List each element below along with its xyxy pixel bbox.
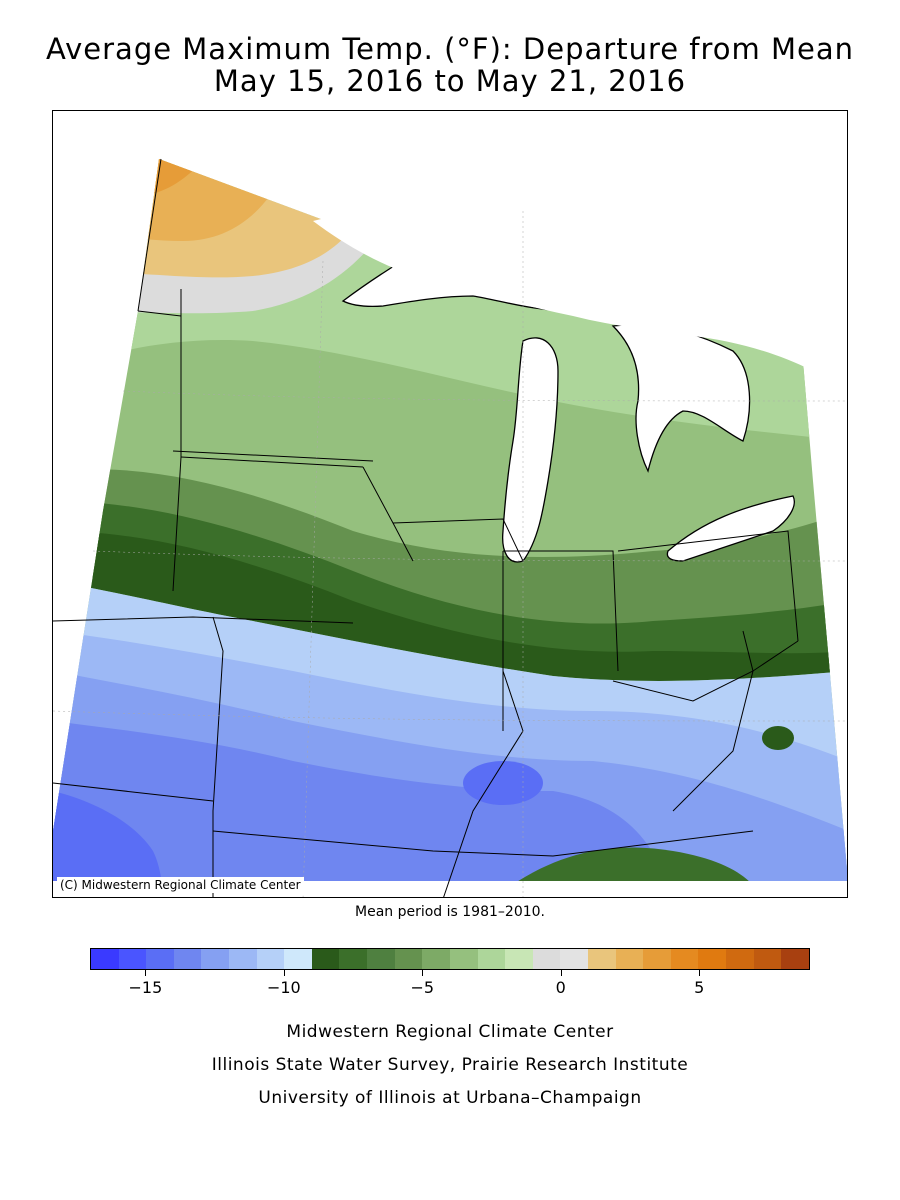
color-scale-tick-label: −15 (128, 978, 163, 997)
color-scale-bar (90, 948, 810, 970)
color-scale-tick-label: −10 (266, 978, 301, 997)
departure-map (53, 158, 847, 897)
color-scale-swatch (201, 949, 230, 969)
color-scale-swatch (146, 949, 174, 969)
map-copyright: (C) Midwestern Regional Climate Center (57, 877, 304, 893)
color-scale-swatch (311, 949, 340, 969)
graticule (53, 211, 847, 897)
color-scale-swatch (643, 949, 671, 969)
color-scale-labels: −15 −10 −5 0 5 (0, 978, 900, 998)
mean-period-note: Mean period is 1981–2010. (355, 904, 545, 920)
color-scale-swatch (726, 949, 754, 969)
color-scale-swatch (367, 949, 395, 969)
map-title-line2: May 15, 2016 to May 21, 2016 (213, 64, 687, 98)
map-title-line1: Average Maximum Temp. (°F): Departure fr… (45, 32, 855, 66)
color-scale-swatch (91, 949, 119, 969)
color-scale-swatch (256, 949, 285, 969)
color-scale-tick-label: 5 (694, 978, 705, 997)
color-scale-swatch (173, 949, 202, 969)
color-scale-swatch (560, 949, 588, 969)
color-scale-swatch (422, 949, 450, 969)
color-scale-swatch (477, 949, 506, 969)
color-scale-swatch (532, 949, 561, 969)
color-scale-swatch (229, 949, 257, 969)
credit-line3: University of Illinois at Urbana–Champai… (258, 1088, 642, 1108)
color-scale-tick (560, 970, 562, 976)
map-panel: (C) Midwestern Regional Climate Center (52, 110, 848, 898)
color-scale-swatch (118, 949, 147, 969)
color-scale-swatch (449, 949, 478, 969)
color-scale-swatch (753, 949, 782, 969)
color-scale-swatch (339, 949, 368, 969)
color-scale-swatch (284, 949, 312, 969)
color-scale-swatch (505, 949, 533, 969)
color-scale-tick (422, 970, 424, 976)
color-scale-tick (145, 970, 147, 976)
color-scale-tick-label: −5 (410, 978, 435, 997)
color-scale-swatch (670, 949, 699, 969)
color-scale-swatch (587, 949, 616, 969)
color-scale-tick (699, 970, 701, 976)
credit-line1: Midwestern Regional Climate Center (286, 1022, 614, 1042)
great-lakes (313, 166, 813, 563)
color-scale-swatch (781, 949, 809, 969)
color-scale-tick (283, 970, 285, 976)
color-scale-swatch (698, 949, 727, 969)
color-scale-tick-label: 0 (555, 978, 566, 997)
color-scale-swatch (394, 949, 423, 969)
color-scale-swatch (615, 949, 644, 969)
credit-line2: Illinois State Water Survey, Prairie Res… (211, 1055, 689, 1075)
